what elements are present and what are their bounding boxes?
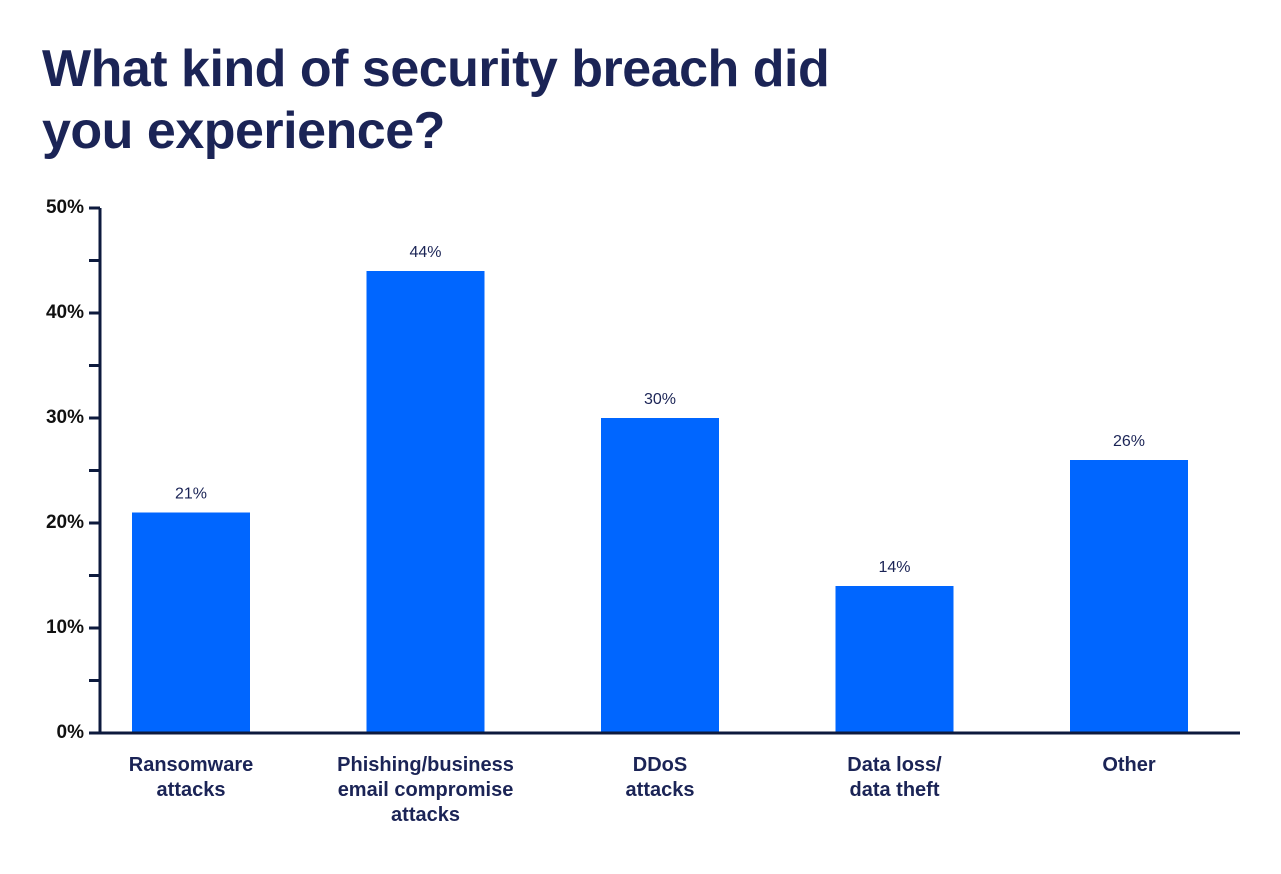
value-label: 26%: [1113, 433, 1145, 450]
y-tick-label: 50%: [46, 197, 84, 218]
x-tick-label: Ransomware attacks: [128, 754, 254, 801]
chart-title: What kind of security breach did you exp…: [42, 40, 830, 160]
value-label: 14%: [878, 559, 910, 576]
y-tick-label: 10%: [46, 617, 84, 638]
y-tick-label: 20%: [46, 512, 84, 533]
x-tick-label: Phishing/business email compromise attac…: [337, 754, 514, 826]
value-label: 44%: [409, 244, 441, 261]
y-tick-label: 0%: [57, 722, 85, 743]
bar: [601, 418, 719, 733]
y-tick-label: 30%: [46, 407, 84, 428]
x-tick-label: Other: [1102, 754, 1156, 776]
bar: [132, 512, 250, 733]
bar: [835, 586, 954, 733]
bar: [366, 271, 485, 733]
bar: [1070, 460, 1188, 733]
x-tick-label: DDoS attacks: [625, 754, 695, 801]
y-tick-label: 40%: [46, 302, 84, 323]
x-tick-label: Data loss/ data theft: [847, 754, 942, 801]
value-label: 21%: [175, 486, 207, 503]
value-label: 30%: [644, 391, 676, 408]
